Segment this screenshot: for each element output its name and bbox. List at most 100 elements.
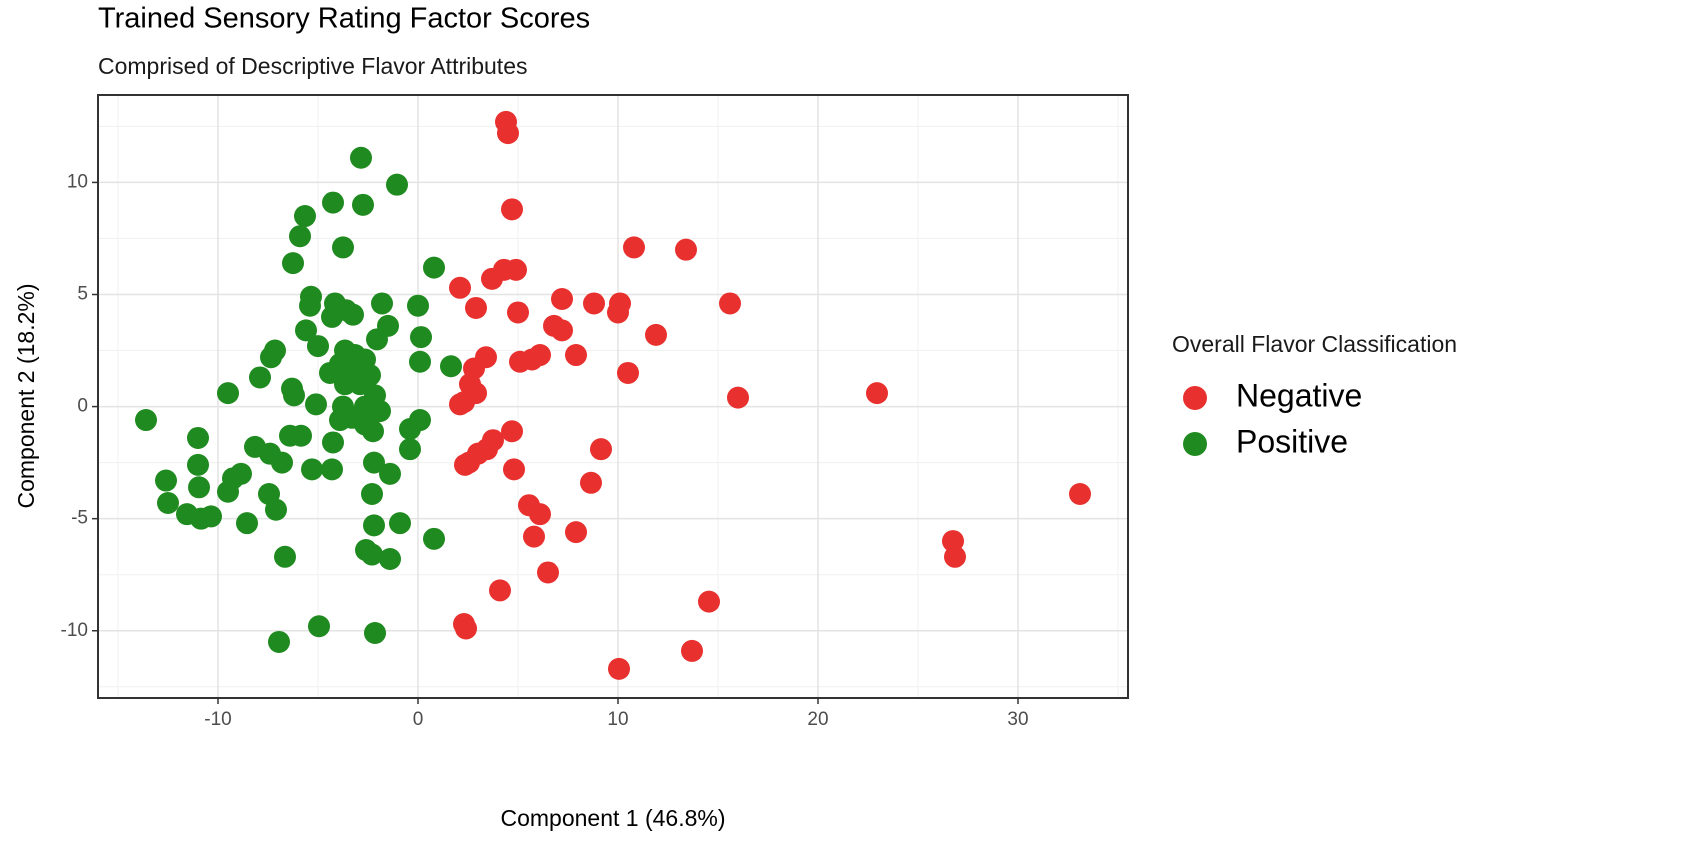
plot-background xyxy=(98,95,1128,698)
point xyxy=(623,236,645,259)
point xyxy=(866,382,888,405)
point xyxy=(260,346,282,369)
point xyxy=(551,319,573,342)
point xyxy=(529,503,551,526)
point xyxy=(681,639,703,662)
point xyxy=(465,296,487,319)
point xyxy=(645,323,667,346)
point xyxy=(187,426,209,449)
point xyxy=(362,420,384,443)
point xyxy=(334,373,356,396)
point xyxy=(449,393,471,416)
point xyxy=(342,303,364,326)
point xyxy=(361,483,383,506)
point xyxy=(268,630,290,653)
point xyxy=(379,548,401,571)
point xyxy=(187,453,209,476)
point xyxy=(537,561,559,584)
point xyxy=(369,400,391,423)
point xyxy=(352,193,374,216)
point xyxy=(455,617,477,640)
point xyxy=(282,252,304,275)
point xyxy=(157,491,179,514)
point xyxy=(454,453,476,476)
point xyxy=(350,146,372,169)
y-axis-label: Component 2 (18.2%) xyxy=(13,283,39,508)
point xyxy=(583,292,605,315)
legend-title: Overall Flavor Classification xyxy=(1172,331,1457,357)
point xyxy=(523,525,545,548)
point xyxy=(449,276,471,299)
point xyxy=(409,350,431,373)
point xyxy=(371,292,393,315)
point xyxy=(505,258,527,281)
point xyxy=(607,301,629,324)
point xyxy=(507,301,529,324)
point xyxy=(301,458,323,481)
point xyxy=(200,505,222,528)
point xyxy=(608,657,630,680)
point xyxy=(319,361,341,384)
x-tick-label: 20 xyxy=(807,709,828,730)
point xyxy=(551,287,573,310)
point xyxy=(364,621,386,644)
point xyxy=(217,382,239,405)
point xyxy=(410,326,432,349)
point xyxy=(249,366,271,389)
point xyxy=(308,615,330,638)
x-tick-label: 10 xyxy=(607,709,628,730)
point xyxy=(332,236,354,259)
point xyxy=(188,476,210,499)
x-tick-label: -10 xyxy=(204,709,231,730)
point xyxy=(423,527,445,550)
point xyxy=(497,122,519,145)
point xyxy=(423,256,445,279)
point xyxy=(294,205,316,228)
point xyxy=(329,409,351,432)
x-axis-label: Component 1 (46.8%) xyxy=(500,805,725,831)
point xyxy=(363,451,385,474)
point xyxy=(389,512,411,535)
point xyxy=(361,543,383,566)
point xyxy=(295,319,317,342)
point xyxy=(386,173,408,196)
point xyxy=(501,420,523,443)
point xyxy=(727,386,749,409)
point xyxy=(322,191,344,214)
point xyxy=(399,418,421,441)
chart-title: Trained Sensory Rating Factor Scores xyxy=(98,3,590,35)
point xyxy=(135,409,157,432)
point xyxy=(944,545,966,568)
point xyxy=(489,579,511,602)
legend-marker xyxy=(1183,386,1207,410)
point xyxy=(698,590,720,613)
point xyxy=(155,469,177,492)
plot-border xyxy=(97,94,1129,699)
point xyxy=(363,514,385,537)
point xyxy=(501,198,523,221)
point xyxy=(321,458,343,481)
point xyxy=(321,305,343,328)
point xyxy=(407,294,429,317)
point xyxy=(283,384,305,407)
point xyxy=(290,424,312,447)
point xyxy=(217,480,239,503)
point xyxy=(236,512,258,535)
point xyxy=(271,451,293,474)
point xyxy=(590,438,612,461)
point xyxy=(565,344,587,367)
point xyxy=(274,545,296,568)
point xyxy=(305,393,327,416)
point xyxy=(322,431,344,454)
point xyxy=(366,328,388,351)
point xyxy=(440,355,462,378)
y-tick-label: -10 xyxy=(61,620,88,641)
legend-label: Positive xyxy=(1236,423,1348,459)
chart-subtitle: Comprised of Descriptive Flavor Attribut… xyxy=(98,53,528,79)
point xyxy=(675,238,697,261)
point xyxy=(399,438,421,461)
point xyxy=(265,498,287,521)
point xyxy=(529,344,551,367)
y-tick-label: -5 xyxy=(71,508,88,529)
point xyxy=(289,225,311,248)
